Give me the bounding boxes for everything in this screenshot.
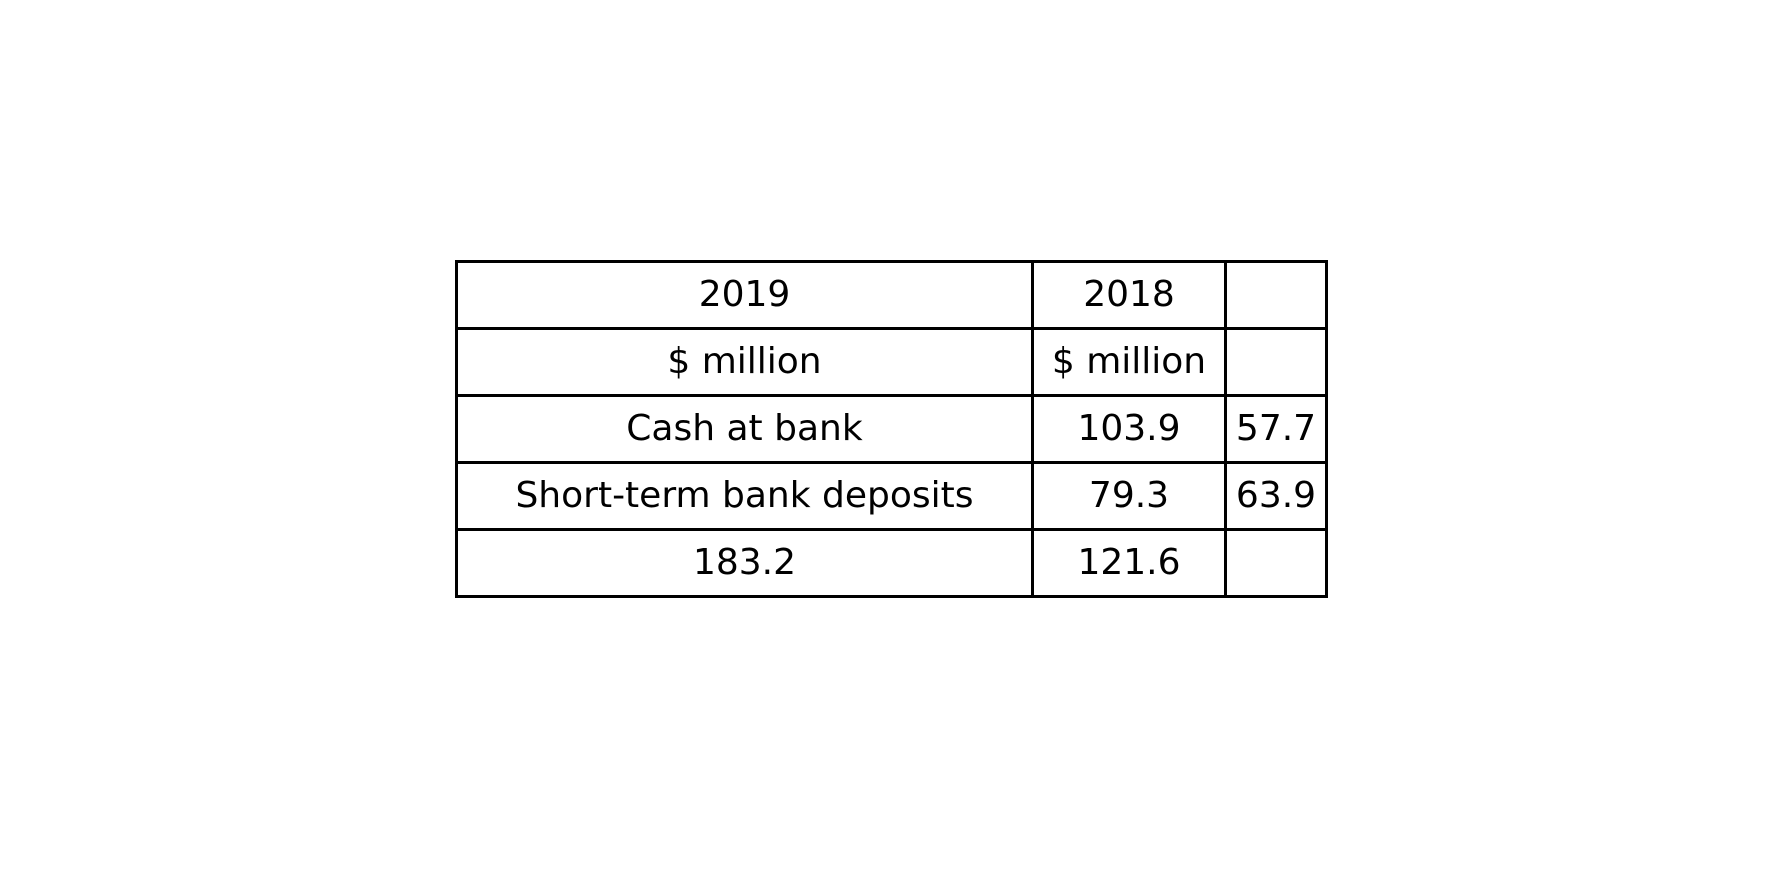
table-cell [1224, 260, 1328, 330]
table-cell: 79.3 [1031, 461, 1227, 531]
table-cell: 2018 [1031, 260, 1227, 330]
table-cell: 183.2 [455, 528, 1034, 598]
table-container: 2019 2018 $ million $ million Cash at ba… [455, 260, 1328, 598]
table-cell: $ million [1031, 327, 1227, 397]
table-row: $ million $ million [455, 327, 1328, 397]
table-cell: 2019 [455, 260, 1034, 330]
table-cell: 103.9 [1031, 394, 1227, 464]
table-row: 2019 2018 [455, 260, 1328, 330]
table-cell: $ million [455, 327, 1034, 397]
table-cell: Cash at bank [455, 394, 1034, 464]
table-cell: Short-term bank deposits [455, 461, 1034, 531]
table-cell [1224, 327, 1328, 397]
table-cell: 57.7 [1224, 394, 1328, 464]
table-row: 183.2 121.6 [455, 528, 1328, 598]
table-cell [1224, 528, 1328, 598]
financial-table: 2019 2018 $ million $ million Cash at ba… [455, 260, 1328, 598]
table-row: Short-term bank deposits 79.3 63.9 [455, 461, 1328, 531]
table-row: Cash at bank 103.9 57.7 [455, 394, 1328, 464]
table-cell: 121.6 [1031, 528, 1227, 598]
table-cell: 63.9 [1224, 461, 1328, 531]
